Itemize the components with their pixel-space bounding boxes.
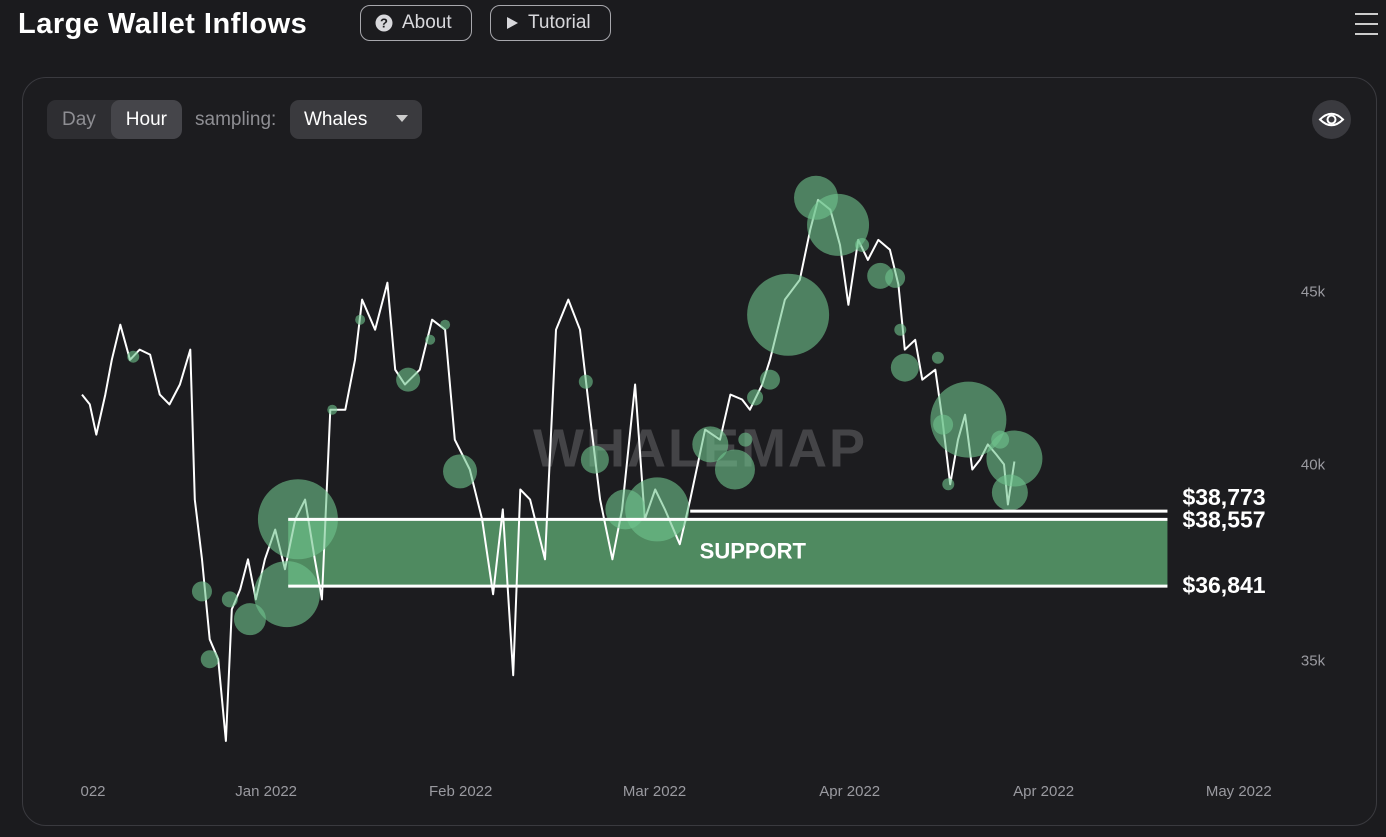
inflow-bubble bbox=[355, 314, 366, 325]
sampling-dropdown[interactable]: Whales bbox=[290, 100, 422, 139]
about-button[interactable]: ? About bbox=[360, 5, 472, 41]
sampling-label: sampling: bbox=[195, 109, 277, 130]
inflow-bubble bbox=[807, 193, 870, 256]
app-title: Large Wallet Inflows bbox=[18, 8, 308, 40]
y-tick-label: 45k bbox=[1301, 284, 1326, 301]
inflow-bubble bbox=[443, 454, 478, 489]
x-tick-label: May 2022 bbox=[1206, 783, 1272, 800]
inflow-bubble bbox=[931, 351, 944, 364]
inflow-bubble bbox=[991, 430, 1010, 449]
level-label: $38,773 bbox=[1182, 484, 1265, 510]
tutorial-button[interactable]: Tutorial bbox=[490, 5, 611, 41]
play-icon bbox=[507, 17, 518, 29]
level-label: $38,557 bbox=[1182, 506, 1265, 532]
inflow-bubble bbox=[440, 319, 451, 330]
visibility-button[interactable] bbox=[1312, 100, 1351, 139]
inflow-bubble bbox=[930, 381, 1007, 458]
sampling-value: Whales bbox=[304, 109, 368, 130]
menu-button[interactable] bbox=[1355, 13, 1378, 43]
inflow-bubble bbox=[425, 334, 436, 345]
inflow-bubble bbox=[855, 237, 870, 252]
inflow-bubble bbox=[396, 367, 421, 392]
x-tick-label: Mar 2022 bbox=[623, 783, 686, 800]
tutorial-label: Tutorial bbox=[528, 12, 591, 33]
day-option[interactable]: Day bbox=[62, 109, 96, 130]
inflow-bubble bbox=[991, 474, 1028, 511]
timeframe-toggle: Day Hour bbox=[47, 100, 182, 139]
eye-icon bbox=[1318, 112, 1345, 127]
inflow-bubble bbox=[759, 369, 780, 390]
inflow-bubble bbox=[327, 404, 338, 415]
inflow-bubble bbox=[191, 581, 212, 602]
y-tick-label: 35k bbox=[1301, 652, 1326, 669]
inflow-bubble bbox=[738, 432, 753, 447]
about-label: About bbox=[402, 12, 452, 33]
inflow-bubble bbox=[253, 561, 320, 628]
inflow-bubble bbox=[233, 603, 266, 636]
dropdown-arrow bbox=[396, 115, 408, 122]
x-tick-label: Apr 2022 bbox=[1013, 783, 1074, 800]
inflow-bubble bbox=[578, 374, 593, 389]
support-band bbox=[288, 519, 1168, 587]
inflow-bubble bbox=[692, 426, 729, 463]
inflow-bubble bbox=[885, 267, 906, 288]
help-icon: ? bbox=[375, 14, 393, 32]
support-label: SUPPORT bbox=[700, 539, 807, 564]
y-tick-label: 40k bbox=[1301, 456, 1326, 473]
inflow-bubble bbox=[747, 273, 830, 356]
inflow-bubble bbox=[890, 353, 919, 382]
hour-option[interactable]: Hour bbox=[110, 100, 182, 139]
inflow-bubble bbox=[127, 350, 140, 363]
x-tick-label: Feb 2022 bbox=[429, 783, 492, 800]
x-tick-label: Apr 2022 bbox=[819, 783, 880, 800]
inflow-bubble bbox=[625, 477, 690, 542]
inflow-bubble bbox=[221, 591, 238, 608]
svg-text:?: ? bbox=[380, 16, 388, 31]
inflow-bubble bbox=[747, 389, 764, 406]
x-tick-label: Jan 2022 bbox=[235, 783, 297, 800]
inflow-bubble bbox=[942, 478, 955, 491]
inflow-bubble bbox=[933, 414, 954, 435]
level-label: $36,841 bbox=[1182, 572, 1265, 598]
inflow-bubble bbox=[894, 323, 907, 336]
inflow-bubble bbox=[714, 449, 755, 490]
x-tick-label: 022 bbox=[81, 783, 106, 800]
inflow-bubble bbox=[200, 650, 219, 669]
inflow-bubble bbox=[580, 445, 609, 474]
